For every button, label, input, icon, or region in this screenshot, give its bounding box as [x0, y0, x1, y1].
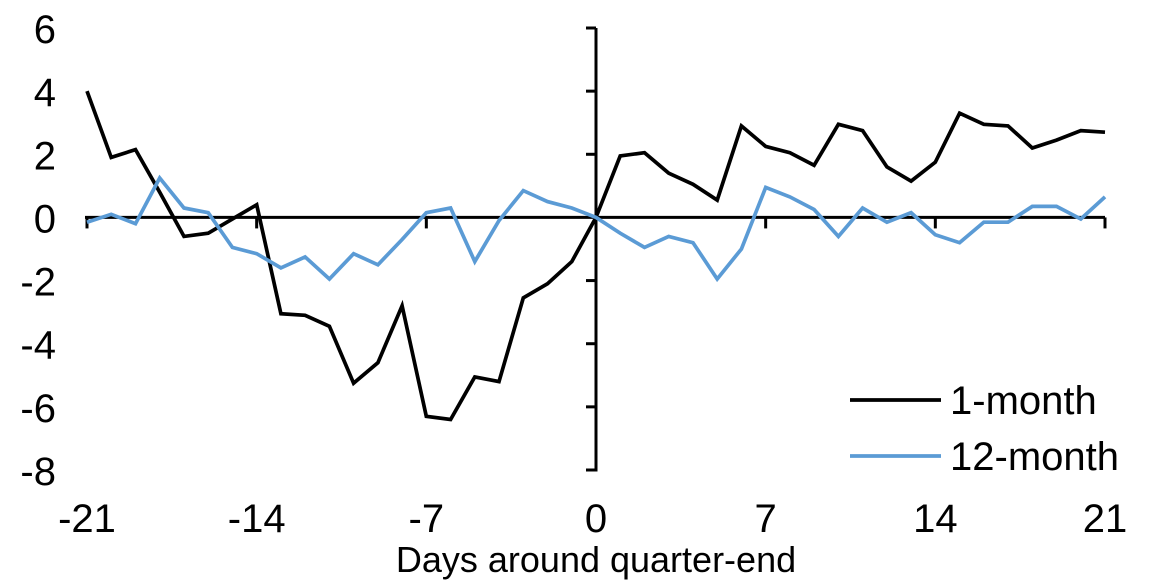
x-tick-label: -21: [58, 497, 116, 541]
y-tick-label: -6: [20, 387, 56, 431]
y-tick-label: 0: [34, 197, 56, 241]
x-tick-label: 0: [585, 497, 607, 541]
series-line-12-month: [86, 174, 1107, 283]
legend-label-1-month: 1-month: [950, 379, 1097, 423]
y-tick-label: 4: [34, 71, 56, 115]
y-tick-label: -8: [20, 450, 56, 494]
x-axis-title: Days around quarter-end: [396, 539, 796, 580]
x-tick-label: 7: [755, 497, 777, 541]
y-tick-label: -4: [20, 324, 56, 368]
legend-label-12-month: 12-month: [950, 435, 1119, 479]
x-tick-label: 21: [1083, 497, 1128, 541]
y-tick-label: 2: [34, 134, 56, 178]
y-tick-label: -2: [20, 261, 56, 305]
x-tick-label: -7: [409, 497, 445, 541]
y-tick-label: 6: [34, 8, 56, 52]
x-tick-label: 14: [913, 497, 958, 541]
x-tick-label: -14: [228, 497, 286, 541]
